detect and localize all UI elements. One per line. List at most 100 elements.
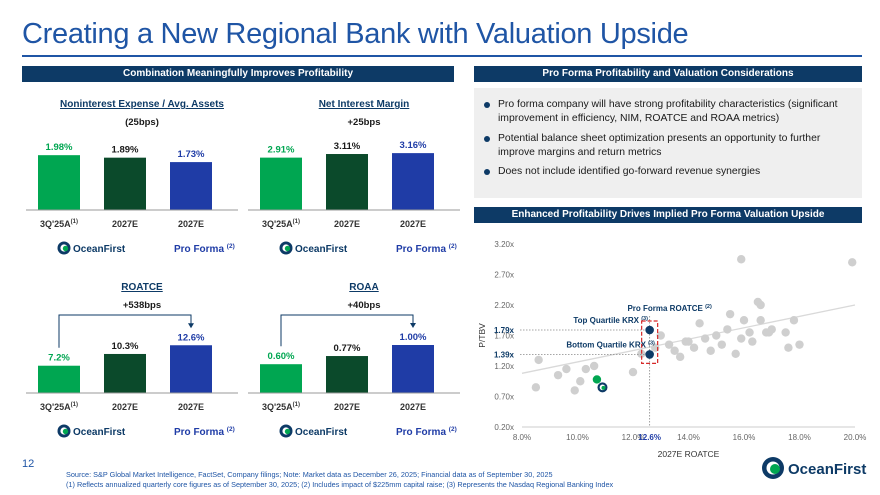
x-tick-label: 16.0% — [733, 433, 756, 442]
peer-point — [664, 340, 674, 349]
peer-point — [576, 377, 585, 386]
logo-text: OceanFirst — [295, 244, 348, 255]
chart-subtitle: (25bps) — [125, 117, 159, 128]
quartile-label: Bottom Quartile KRX (3) — [566, 340, 655, 349]
bar-value-label: 12.6% — [178, 332, 205, 343]
peer-point — [723, 325, 732, 334]
x-tick-label: 10.0% — [566, 433, 589, 442]
footnote-line: (1) Reflects annualized quarterly core f… — [66, 480, 614, 489]
scatter-section-header: Enhanced Profitability Drives Implied Pr… — [474, 207, 862, 223]
quartile-value-label: 1.39x — [494, 350, 515, 359]
peer-point — [581, 364, 591, 374]
source-line: Source: S&P Global Market Intelligence, … — [66, 470, 553, 479]
peer-point — [628, 367, 638, 377]
peer-point — [531, 383, 541, 392]
change-bracket — [58, 314, 192, 348]
quartile-value-label: 1.79x — [494, 326, 515, 335]
chart-title: Noninterest Expense / Avg. Assets — [60, 99, 224, 110]
bar — [170, 345, 212, 393]
logo-text: OceanFirst — [73, 427, 126, 438]
y-tick-label: 2.20x — [494, 301, 514, 310]
bar-category-label: 2027E — [112, 219, 138, 229]
peer-point — [689, 343, 699, 352]
bar-category-label: 3Q'25A(1) — [40, 219, 78, 229]
x-tick-label: 14.0% — [677, 433, 700, 442]
pro-forma-label: Pro Forma (2) — [174, 243, 235, 255]
bar-value-label: 1.98% — [46, 142, 73, 153]
bracket-arrow — [410, 323, 416, 328]
peer-point — [695, 319, 704, 328]
peer-point — [562, 364, 571, 374]
chart-subtitle: +25bps — [347, 117, 380, 128]
peer-point — [781, 328, 790, 337]
peer-point — [737, 334, 746, 343]
bar — [38, 155, 80, 210]
chart-subtitle: +40bps — [347, 300, 380, 311]
chart-title: Net Interest Margin — [319, 99, 410, 110]
bar-category-label: 2027E — [178, 402, 204, 412]
peer-point — [789, 316, 799, 325]
pro-forma-top-point — [645, 325, 654, 335]
bar-chart-panel: ROATCE +538bps 7.2% 3Q'25A(1) 10.3% 2027E 12.6… — [26, 282, 238, 438]
logo-text: OceanFirst — [295, 427, 348, 438]
pro-forma-roatce-label: Pro Forma ROATCE (2) — [627, 304, 712, 313]
x-axis-label: 2027E ROATCE — [658, 449, 720, 459]
bar-category-label: 3Q'25A(1) — [40, 402, 78, 412]
ocean-first-logo: OceanFirst — [57, 424, 126, 438]
y-tick-label: 1.70x — [494, 332, 514, 341]
peer-point — [670, 346, 679, 355]
peer-point — [737, 255, 746, 264]
bar-category-label: 2027E — [178, 219, 204, 229]
chart-title: ROATCE — [121, 282, 163, 293]
peer-point — [700, 334, 710, 343]
peer-point — [534, 355, 543, 365]
title-underline — [22, 55, 862, 57]
right-section-header: Pro Forma Profitability and Valuation Co… — [474, 66, 862, 82]
logo-text: OceanFirst — [788, 461, 866, 478]
page-title: Creating a New Regional Bank with Valuat… — [22, 18, 689, 50]
peer-point — [553, 370, 563, 380]
chart-title: ROAA — [349, 282, 378, 293]
x-tick-label: 20.0% — [844, 433, 867, 442]
bar-category-label: 2027E — [112, 402, 138, 412]
pro-forma-range-box — [641, 320, 659, 365]
bar-value-label: 2.91% — [268, 145, 295, 156]
bar-category-label: 2027E — [334, 402, 360, 412]
bar-value-label: 7.2% — [48, 353, 70, 364]
peer-point — [589, 361, 599, 371]
peer-point — [756, 300, 765, 310]
logo-text: OceanFirst — [73, 244, 126, 255]
bar — [326, 154, 368, 210]
bar-category-label: 2027E — [334, 219, 360, 229]
bar — [260, 157, 302, 210]
bar-value-label: 0.77% — [334, 343, 361, 354]
bullet-item: Potential balance sheet optimization pre… — [484, 132, 854, 160]
bar — [392, 153, 434, 210]
partner-bank-point — [592, 375, 602, 384]
bar — [170, 162, 212, 210]
change-bracket — [280, 314, 414, 347]
bar-category-label: 3Q'25A(1) — [262, 219, 300, 229]
peer-point — [739, 316, 749, 325]
bar-category-label: 3Q'25A(1) — [262, 402, 300, 412]
quartile-label: Top Quartile KRX (3) — [573, 316, 648, 325]
pro-forma-label: Pro Forma (2) — [174, 426, 235, 438]
peer-point — [784, 343, 793, 352]
peer-point — [756, 316, 765, 325]
peer-point — [725, 309, 735, 319]
peer-point — [675, 352, 685, 362]
left-section-header: Combination Meaningfully Improves Profit… — [22, 66, 454, 82]
bar-value-label: 1.73% — [178, 149, 205, 160]
y-tick-label: 2.70x — [494, 271, 514, 280]
peer-point — [570, 386, 579, 395]
bar — [392, 345, 434, 393]
bracket-arrow — [188, 323, 194, 329]
peer-point — [717, 340, 726, 349]
peer-point — [795, 340, 804, 349]
peer-point — [731, 349, 740, 358]
y-tick-label: 3.20x — [494, 240, 514, 249]
bar-category-label: 2027E — [400, 219, 426, 229]
bar-value-label: 3.11% — [334, 141, 361, 152]
